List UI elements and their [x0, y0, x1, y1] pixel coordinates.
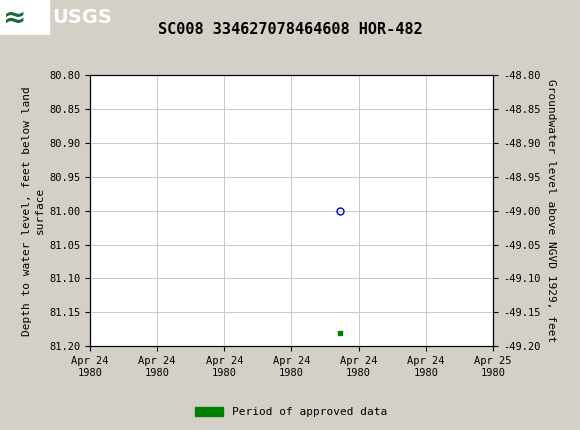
Y-axis label: Groundwater level above NGVD 1929, feet: Groundwater level above NGVD 1929, feet — [546, 79, 556, 342]
Y-axis label: Depth to water level, feet below land
surface: Depth to water level, feet below land su… — [21, 86, 45, 335]
Text: ≡: ≡ — [3, 3, 26, 32]
Text: ≈: ≈ — [3, 3, 26, 32]
Legend: Period of approved data: Period of approved data — [191, 402, 392, 422]
Text: SC008 334627078464608 HOR-482: SC008 334627078464608 HOR-482 — [158, 22, 422, 37]
Text: USGS: USGS — [52, 8, 112, 27]
Bar — [0, 0, 49, 35]
